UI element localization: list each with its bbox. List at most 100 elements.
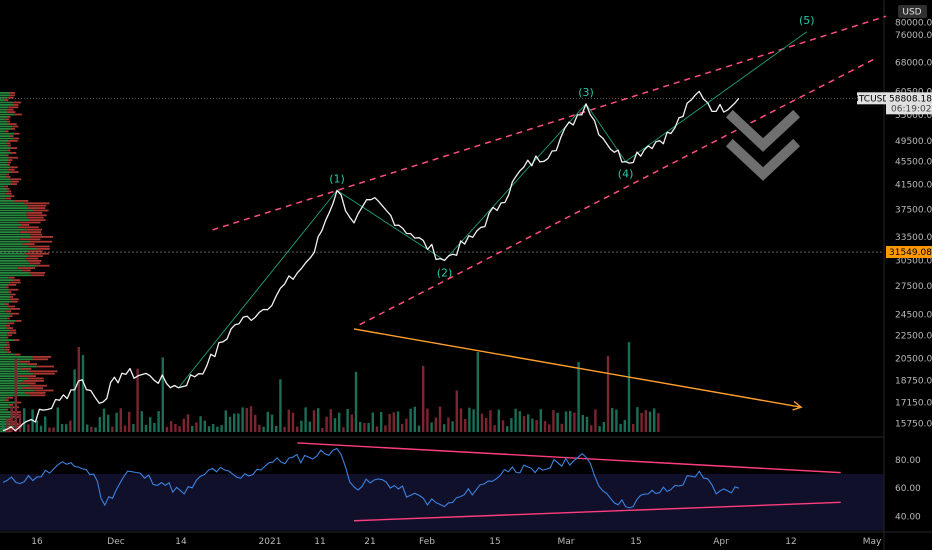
volume-profile-row [26, 228, 42, 231]
price-axis[interactable]: 80000.00 76000.00 68000.00 60500.00 55000.00… [895, 18, 932, 429]
price-line[interactable] [2, 90, 740, 432]
volume-trend-arrow[interactable] [353, 328, 802, 408]
volume-profile-row [26, 214, 47, 217]
volume-bar [6, 419, 9, 432]
volume-bar [132, 424, 135, 432]
volume-profile-row [0, 243, 23, 245]
volume-profile-row [0, 363, 27, 365]
volume-bar [60, 424, 64, 432]
volume-profile-row [0, 219, 30, 221]
rsi-tick-label: 60.00 [895, 484, 921, 494]
volume-profile-row [33, 372, 55, 375]
volume-profile-row [0, 305, 8, 308]
volume-profile-row [4, 185, 8, 188]
volume-profile-row [13, 279, 21, 281]
volume-profile-row [15, 320, 22, 322]
volume-profile-row [8, 284, 17, 286]
volume-profile-row [0, 370, 29, 373]
volume-bar [577, 362, 580, 432]
volume-profile-row [28, 377, 44, 380]
volume-profile-row [14, 339, 20, 341]
volume-bar [636, 407, 639, 432]
volume-profile-row [0, 161, 8, 164]
volume-profile-row [0, 183, 11, 185]
wave-label: (1) [329, 172, 345, 185]
rsi-tick-label: 40.00 [895, 513, 921, 523]
price-channel[interactable] [212, 15, 887, 326]
volume-profile-row [13, 200, 29, 202]
volume-profile-row [6, 149, 11, 152]
volume-bar [119, 408, 122, 432]
volume-profile-row [0, 96, 8, 99]
volume-profile-row [0, 142, 7, 145]
rsi-trend-lower[interactable] [353, 501, 841, 522]
volume-profile-row [18, 375, 36, 377]
time-tick-label: Apr [713, 537, 729, 547]
volume-bar [552, 410, 555, 432]
rsi-trendlines[interactable] [297, 442, 841, 522]
volume-bar [65, 424, 68, 432]
time-tick-label: May [863, 537, 882, 547]
volume-bar [300, 420, 303, 432]
volume-bar [585, 416, 589, 432]
wave-labels: (1) (2) (3) (4) (5) [329, 14, 814, 280]
volume-bar [270, 414, 274, 432]
volume-profile-row [0, 272, 30, 274]
volume-profile-row [0, 240, 30, 243]
volume-bar [90, 426, 93, 432]
volume-profile-row [0, 238, 20, 241]
volume-profile-row [10, 183, 17, 185]
volume-profile-row [0, 147, 11, 149]
volume-bar [27, 424, 30, 432]
volume-profile-row [14, 353, 21, 356]
volume-bar [648, 411, 652, 432]
volume-bar [459, 408, 463, 432]
volume-profile-row [0, 212, 27, 214]
volume-profile-row [10, 128, 15, 130]
volume-bar [115, 412, 118, 432]
volume-bar [342, 427, 345, 432]
volume-profile-row [24, 202, 50, 205]
volume-profile-row [6, 336, 9, 339]
volume-profile-row [6, 108, 14, 111]
volume-profile-row [8, 106, 19, 109]
volume-profile-row [0, 279, 14, 281]
volume-profile-row [5, 341, 10, 344]
volume-profile-row [0, 380, 23, 382]
volume-bar [455, 390, 458, 432]
volume-profile-row [0, 176, 6, 178]
volume-bar [35, 420, 38, 432]
volume-profile-row [7, 332, 17, 334]
volume-profile-row [20, 382, 36, 385]
volume-profile-row [7, 96, 14, 99]
volume-bar [161, 357, 164, 432]
volume-profile-row [0, 221, 19, 224]
elliott-wave-line[interactable] [178, 31, 808, 389]
volume-profile-row [12, 125, 19, 128]
volume-bar [325, 416, 328, 432]
volume-bar [359, 422, 362, 432]
volume-profile-row [34, 389, 54, 392]
channel-upper-line[interactable] [212, 15, 887, 231]
volume-bar [438, 406, 442, 432]
time-axis[interactable]: 16 Dec 14 2021 11 21 Feb 15 Mar 15 Apr 12 May [31, 537, 882, 547]
volume-bar [249, 406, 253, 432]
volume-profile-row [0, 204, 27, 207]
rsi-trend-upper[interactable] [297, 442, 841, 474]
volume-profile-row [0, 312, 11, 315]
volume-bar [2, 420, 5, 432]
volume-bar [321, 428, 324, 432]
volume-bar [81, 355, 85, 432]
channel-lower-line[interactable] [359, 58, 876, 326]
volume-bar [216, 426, 219, 432]
volume-bar [136, 368, 139, 432]
volume-profile-row [0, 209, 33, 212]
volume-profile-row [10, 135, 14, 137]
volume-bar [480, 413, 484, 432]
volume-bar [611, 407, 614, 432]
volume-bar [409, 408, 412, 432]
currency-badge[interactable]: USD [898, 5, 927, 18]
volume-profile-row [10, 281, 21, 284]
volume-bar [598, 426, 601, 432]
